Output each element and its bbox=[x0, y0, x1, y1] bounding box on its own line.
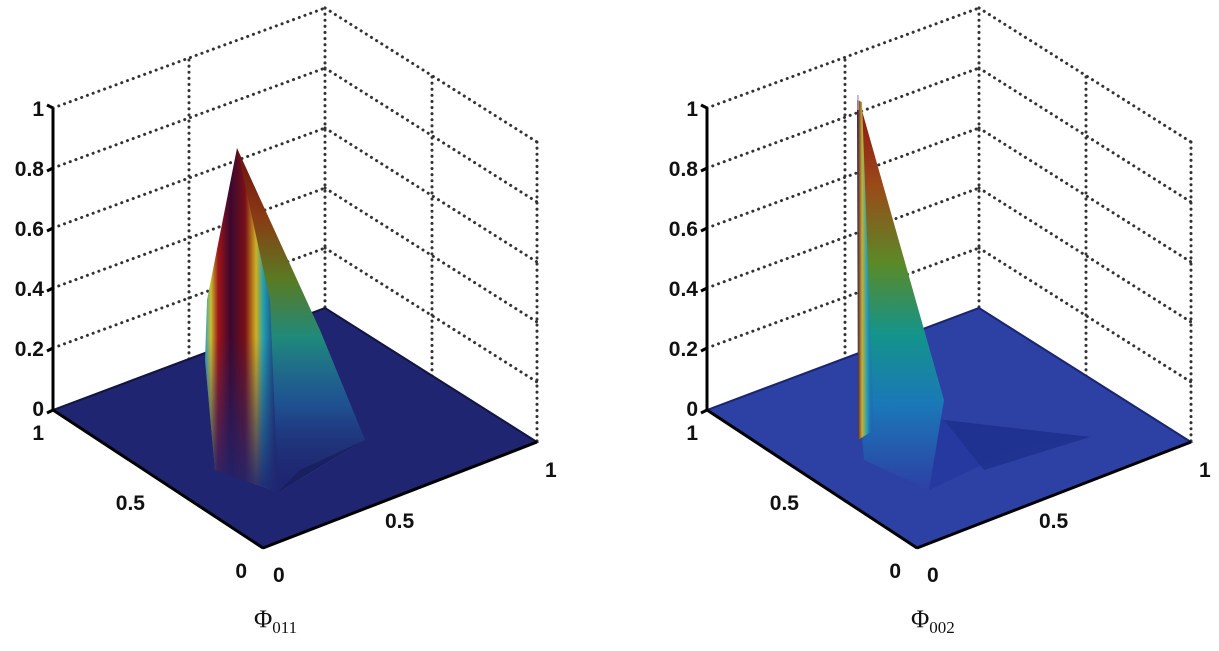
caption-phi011: Φ011 bbox=[254, 606, 298, 637]
grid-lines bbox=[705, 6, 1193, 444]
x-tick-1: 1 bbox=[545, 459, 557, 482]
y-tick-0: 0 bbox=[235, 560, 247, 583]
grid-lines bbox=[51, 6, 539, 444]
surface-plot-phi002: 1 0.8 0.6 0.4 0.2 0 1 0.5 0 0 0.5 1 Φ002 bbox=[654, 0, 1219, 651]
axes bbox=[46, 103, 538, 550]
axes bbox=[700, 103, 1192, 550]
z-tick-0.6: 0.6 bbox=[15, 218, 44, 241]
surface-plot-phi011: 1 0.8 0.6 0.4 0.2 0 1 0.5 0 0 0.5 1 Φ011 bbox=[0, 0, 609, 651]
y-tick-0.5: 0.5 bbox=[116, 492, 146, 515]
x-tick-0: 0 bbox=[927, 564, 939, 587]
z-tick-0.6: 0.6 bbox=[669, 218, 698, 241]
z-tick-1: 1 bbox=[686, 98, 698, 121]
y-tick-1: 1 bbox=[32, 422, 44, 445]
x-tick-0.5: 0.5 bbox=[385, 510, 415, 533]
x-tick-0: 0 bbox=[273, 564, 285, 587]
tick-labels: 1 0.8 0.6 0.4 0.2 0 1 0.5 0 0 0.5 1 bbox=[15, 98, 557, 587]
y-tick-0: 0 bbox=[889, 560, 901, 583]
z-tick-0.4: 0.4 bbox=[669, 278, 699, 301]
z-tick-0.8: 0.8 bbox=[15, 158, 45, 181]
z-tick-0.4: 0.4 bbox=[15, 278, 45, 301]
x-tick-1: 1 bbox=[1199, 459, 1211, 482]
tick-labels: 1 0.8 0.6 0.4 0.2 0 1 0.5 0 0 0.5 1 bbox=[669, 98, 1211, 587]
y-tick-1: 1 bbox=[686, 422, 698, 445]
z-tick-0.8: 0.8 bbox=[669, 158, 699, 181]
surface bbox=[704, 95, 1194, 550]
z-tick-0.2: 0.2 bbox=[15, 338, 44, 361]
y-tick-0.5: 0.5 bbox=[770, 492, 800, 515]
plot-canvas-phi002: 1 0.8 0.6 0.4 0.2 0 1 0.5 0 0 0.5 1 bbox=[669, 6, 1211, 587]
caption-phi002: Φ002 bbox=[911, 606, 955, 637]
surface bbox=[50, 148, 540, 550]
z-tick-0: 0 bbox=[32, 398, 44, 421]
x-tick-0.5: 0.5 bbox=[1039, 510, 1069, 533]
z-tick-0.2: 0.2 bbox=[669, 338, 698, 361]
z-tick-1: 1 bbox=[32, 98, 44, 121]
plot-canvas-phi011: 1 0.8 0.6 0.4 0.2 0 1 0.5 0 0 0.5 1 bbox=[15, 6, 557, 587]
z-tick-0: 0 bbox=[686, 398, 698, 421]
